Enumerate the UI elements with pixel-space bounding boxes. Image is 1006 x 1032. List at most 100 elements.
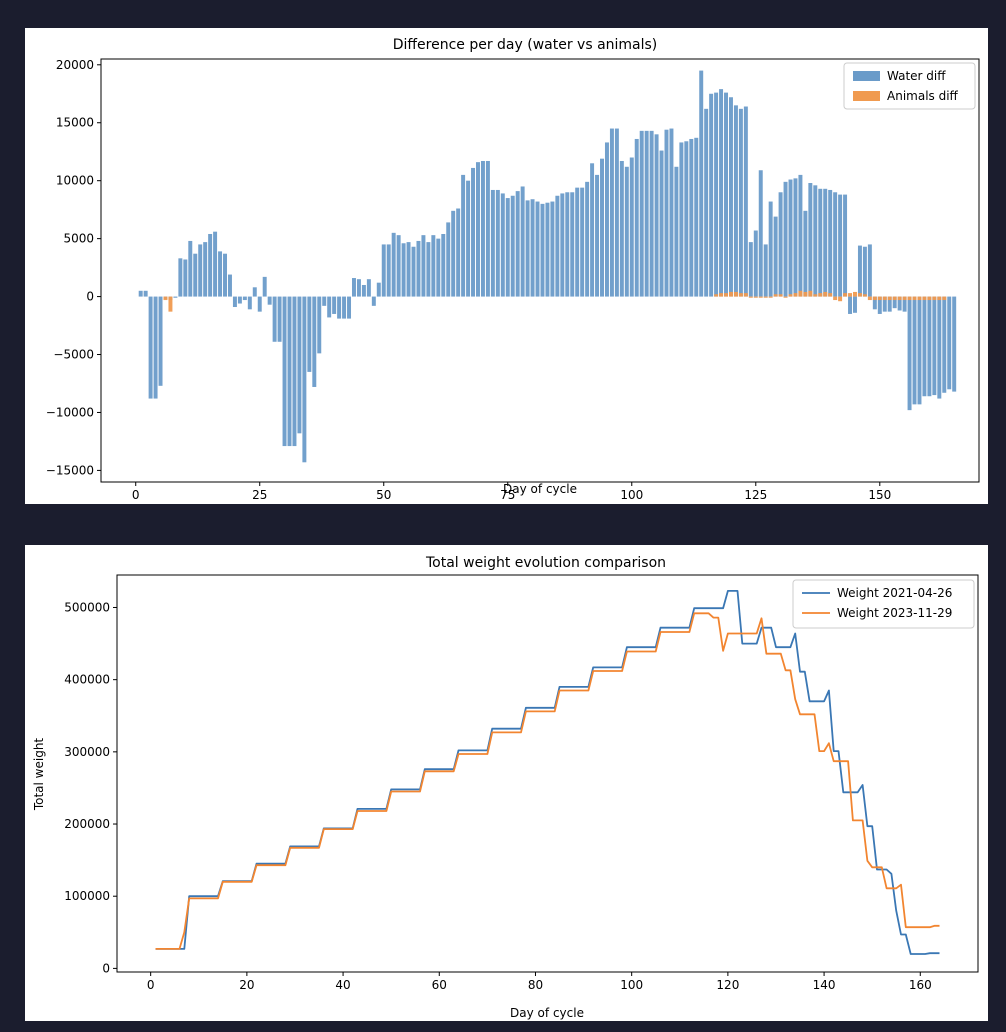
y-axis-label: Total weight: [32, 738, 46, 812]
animals-diff-bar: [897, 296, 902, 301]
animals-diff-bar: [877, 296, 882, 301]
water-diff-bar: [490, 189, 495, 297]
water-diff-bar: [555, 195, 560, 297]
animals-diff-bar: [907, 296, 912, 301]
water-diff-bar: [376, 282, 381, 297]
animals-diff-bar: [942, 296, 947, 301]
water-diff-bar: [391, 232, 396, 297]
water-diff-bar: [773, 216, 778, 297]
animals-diff-bar: [902, 296, 907, 301]
water-diff-bar: [843, 194, 848, 297]
water-diff-bar: [327, 296, 332, 318]
water-diff-bar: [624, 166, 629, 297]
plot-frame: [116, 574, 979, 973]
water-diff-bar: [907, 296, 912, 411]
water-diff-bar: [237, 296, 242, 304]
water-diff-bar: [416, 240, 421, 297]
water-diff-bar: [411, 246, 416, 297]
water-diff-bar: [897, 296, 902, 311]
water-diff-bar: [952, 296, 957, 392]
water-diff-bar: [530, 199, 535, 297]
water-diff-bar: [600, 158, 604, 297]
x-tick-label: 20: [239, 978, 254, 992]
water-diff-bar: [371, 296, 376, 306]
water-diff-bar: [545, 202, 550, 297]
y-tick-label: 10000: [56, 174, 94, 188]
water-diff-bar: [188, 240, 193, 297]
water-diff-bar: [351, 278, 356, 297]
weight-2021-line: [155, 590, 940, 955]
water-diff-bar: [386, 244, 391, 297]
animals-diff-bar: [818, 293, 823, 297]
animals-diff-bar: [932, 296, 937, 301]
water-diff-bar: [510, 195, 515, 297]
water-diff-bar: [456, 208, 461, 297]
water-diff-bar: [485, 160, 490, 297]
x-tick-label: 150: [868, 488, 891, 502]
water-diff-bar: [535, 201, 540, 297]
water-diff-bar: [426, 242, 431, 297]
y-tick-label: −15000: [46, 463, 94, 477]
water-diff-bar: [337, 296, 342, 319]
x-tick-label: 80: [528, 978, 543, 992]
animals-diff-bar: [848, 293, 853, 297]
water-diff-bar: [495, 189, 500, 297]
animals-diff-bar: [823, 291, 828, 297]
water-diff-bar: [679, 142, 684, 297]
water-diff-bar: [659, 150, 664, 297]
water-diff-bar: [252, 287, 257, 297]
water-diff-bar: [585, 181, 590, 297]
animals-diff-bar: [912, 296, 917, 301]
water-diff-bar: [922, 296, 927, 397]
y-tick-label: 400000: [64, 673, 110, 687]
water-diff-bar: [629, 157, 634, 297]
water-diff-bar: [223, 253, 227, 297]
water-diff-bar: [942, 296, 947, 393]
animals-diff-bar: [778, 294, 783, 297]
water-diff-bar: [674, 166, 679, 297]
y-tick-label: 20000: [56, 58, 94, 72]
x-axis-label: Day of cycle: [503, 482, 577, 496]
water-diff-bar: [550, 201, 555, 297]
water-diff-bar: [927, 296, 932, 397]
water-diff-bar: [183, 259, 188, 297]
animals-diff-bar: [758, 296, 763, 298]
water-diff-bar: [862, 246, 867, 297]
water-diff-bar: [247, 296, 252, 310]
animals-diff-bar: [862, 294, 867, 297]
animals-diff-bar: [867, 296, 872, 301]
water-diff-bar: [595, 174, 600, 297]
water-diff-bar: [882, 296, 887, 312]
difference-chart-panel: Difference per day (water vs animals) 0 2…: [25, 28, 988, 504]
water-diff-bar: [262, 276, 267, 297]
water-diff-bar: [520, 186, 525, 297]
animals-diff-bar: [872, 296, 877, 301]
water-diff-bar: [232, 296, 237, 308]
water-diff-bar: [560, 193, 565, 297]
water-diff-bar: [684, 141, 689, 297]
x-axis-label: Day of cycle: [510, 1006, 584, 1020]
animals-diff-bar: [798, 290, 803, 297]
water-diff-bar: [381, 244, 386, 297]
x-tick-label: 125: [744, 488, 767, 502]
animals-diff-bar: [793, 293, 798, 297]
legend-label-2021: Weight 2021-04-26: [837, 586, 952, 600]
legend-label-2023: Weight 2023-11-29: [837, 606, 952, 620]
chart-title: Total weight evolution comparison: [425, 555, 666, 571]
water-diff-bar: [848, 296, 853, 314]
animals-diff-bar: [922, 296, 927, 301]
water-diff-bar: [649, 130, 654, 297]
water-diff-bar: [178, 258, 183, 297]
water-diff-bar: [838, 194, 843, 297]
water-diff-bar: [733, 105, 738, 297]
animals-diff-bar: [803, 291, 808, 297]
water-diff-bar: [476, 162, 480, 297]
water-diff-bar: [361, 284, 366, 297]
water-diff-bar: [664, 129, 669, 297]
x-tick-label: 140: [813, 978, 836, 992]
animals-diff-bar: [724, 293, 729, 297]
water-diff-bar: [877, 296, 882, 314]
water-diff-bar: [902, 296, 907, 312]
water-diff-bar: [887, 296, 892, 312]
water-diff-bar: [932, 296, 937, 396]
